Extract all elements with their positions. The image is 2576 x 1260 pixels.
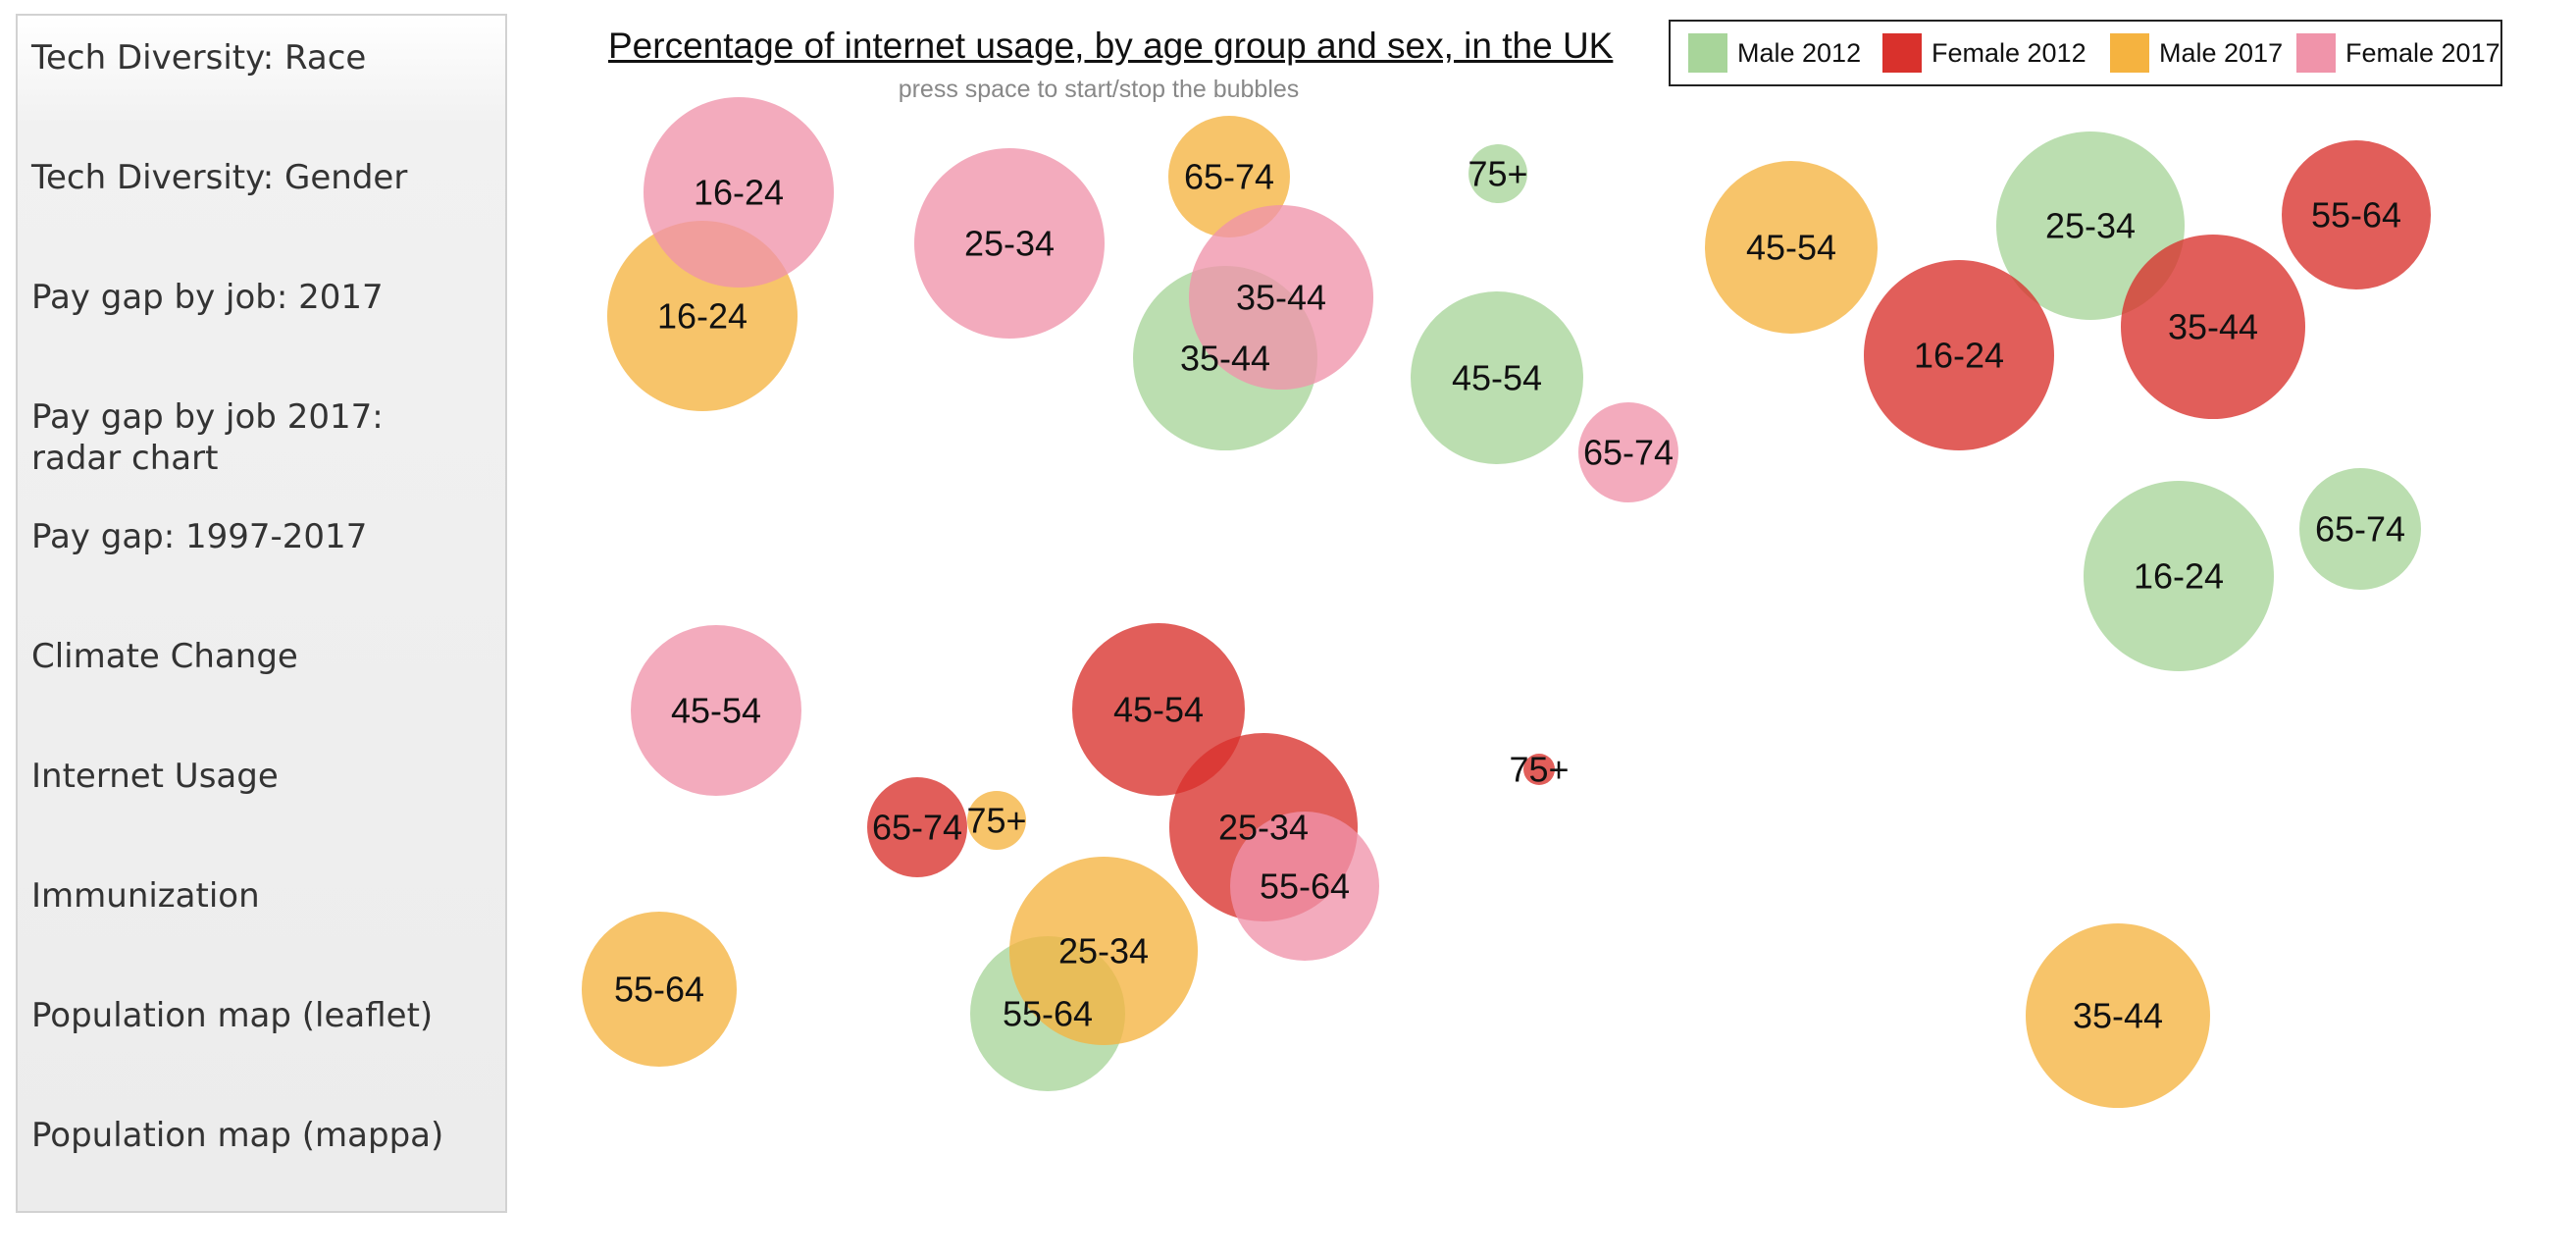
chart-title: Percentage of internet usage, by age gro…	[608, 26, 1614, 66]
bubble-female-2017-55-64	[1230, 812, 1379, 961]
bubble-female-2012-16-24	[1864, 260, 2054, 450]
bubble-label-female-2012-75+: 75+	[1509, 750, 1569, 790]
bubble-label-male-2012-65-74: 65-74	[2315, 509, 2405, 550]
sidebar-item-pay-gap-by-job-2017[interactable]: Pay gap by job: 2017	[31, 278, 384, 317]
sidebar-item-pay-gap-radar-chart[interactable]: Pay gap by job 2017: radar chart	[31, 397, 384, 478]
bubble-female-2012-45-54	[1072, 623, 1245, 796]
bubble-female-2012-65-74	[867, 777, 967, 877]
bubble-female-2017-35-44	[1189, 205, 1373, 390]
legend-swatch-male-2012	[1688, 33, 1727, 73]
bubble-female-2012-55-64	[2282, 140, 2431, 289]
bubble-label-female-2017-16-24: 16-24	[694, 173, 784, 213]
bubble-label-female-2012-55-64: 55-64	[2311, 195, 2401, 236]
bubble-label-female-2012-35-44: 35-44	[2168, 307, 2258, 347]
bubble-male-2012-45-54	[1411, 291, 1583, 464]
bubble-male-2017-65-74	[1168, 116, 1290, 237]
legend-swatch-male-2017	[2110, 33, 2149, 73]
bubble-label-female-2017-55-64: 55-64	[1260, 866, 1350, 907]
bubble-label-male-2012-75+: 75+	[1468, 154, 1527, 194]
bubble-male-2017-55-64	[582, 912, 737, 1067]
bubble-male-2017-35-44	[2026, 923, 2210, 1108]
bubble-label-female-2012-45-54: 45-54	[1113, 690, 1204, 730]
bubble-male-2017-45-54	[1705, 161, 1878, 334]
chart-legend: Male 2012 Female 2012 Male 2017 Female 2…	[1669, 20, 2502, 86]
bubble-label-male-2017-45-54: 45-54	[1746, 228, 1836, 268]
bubble-label-female-2017-35-44: 35-44	[1236, 278, 1326, 318]
bubble-label-male-2017-65-74: 65-74	[1184, 157, 1274, 197]
bubble-label-male-2017-75+: 75+	[966, 801, 1026, 841]
bubble-male-2012-65-74	[2299, 468, 2421, 590]
legend-label-female-2017: Female 2017	[2345, 38, 2500, 68]
bubble-label-female-2017-25-34: 25-34	[964, 224, 1055, 264]
bubble-label-female-2012-25-34: 25-34	[1218, 808, 1309, 848]
legend-label-female-2012: Female 2012	[1932, 38, 2087, 68]
bubble-male-2012-16-24	[2084, 481, 2274, 671]
sidebar-item-population-map-leaflet[interactable]: Population map (leaflet)	[31, 996, 434, 1035]
bubble-label-male-2012-35-44: 35-44	[1180, 339, 1270, 379]
sidebar-item-internet-usage[interactable]: Internet Usage	[31, 757, 279, 796]
legend-swatch-female-2012	[1882, 33, 1922, 73]
legend-label-male-2012: Male 2012	[1737, 38, 1862, 68]
bubble-label-female-2012-65-74: 65-74	[872, 808, 962, 848]
bubble-label-male-2012-45-54: 45-54	[1452, 358, 1542, 398]
bubble-label-male-2012-16-24: 16-24	[2134, 556, 2224, 597]
legend-label-male-2017: Male 2017	[2159, 38, 2284, 68]
bubble-label-female-2017-45-54: 45-54	[671, 691, 761, 731]
bubble-female-2017-16-24	[644, 97, 834, 288]
bubble-label-male-2012-55-64: 55-64	[1003, 994, 1093, 1034]
bubble-label-female-2012-16-24: 16-24	[1914, 336, 2004, 376]
bubble-label-female-2017-65-74: 65-74	[1583, 433, 1674, 473]
legend-swatch-female-2017	[2296, 33, 2336, 73]
bubble-label-male-2017-25-34: 25-34	[1058, 931, 1149, 971]
chart-subtitle: press space to start/stop the bubbles	[898, 76, 1300, 103]
bubble-female-2017-25-34	[914, 148, 1105, 339]
sidebar-item-climate-change[interactable]: Climate Change	[31, 637, 298, 676]
sidebar-item-tech-diversity-race[interactable]: Tech Diversity: Race	[31, 38, 367, 78]
bubble-label-male-2017-55-64: 55-64	[614, 970, 704, 1010]
bubble-male-2012-75+	[1468, 144, 1527, 203]
bubble-female-2017-65-74	[1578, 402, 1678, 502]
sidebar-item-immunization[interactable]: Immunization	[31, 876, 260, 916]
bubble-male-2012-25-34	[1996, 131, 2185, 320]
bubble-female-2012-35-44	[2121, 235, 2305, 419]
bubble-male-2017-75+	[967, 791, 1026, 850]
sidebar-item-population-map-mappa[interactable]: Population map (mappa)	[31, 1116, 444, 1155]
sidebar-item-pay-gap-1997-2017[interactable]: Pay gap: 1997-2017	[31, 517, 368, 556]
sidebar-nav: Tech Diversity: Race Tech Diversity: Gen…	[16, 14, 507, 1213]
bubble-male-2017-25-34	[1009, 857, 1198, 1045]
sidebar-item-tech-diversity-gender[interactable]: Tech Diversity: Gender	[31, 158, 408, 197]
bubble-female-2017-45-54	[631, 625, 801, 796]
bubble-label-male-2012-25-34: 25-34	[2045, 206, 2136, 246]
bubble-label-male-2017-16-24: 16-24	[657, 296, 747, 337]
bubble-label-male-2017-35-44: 35-44	[2073, 996, 2163, 1036]
bubble-female-2012-75+	[1523, 754, 1555, 785]
